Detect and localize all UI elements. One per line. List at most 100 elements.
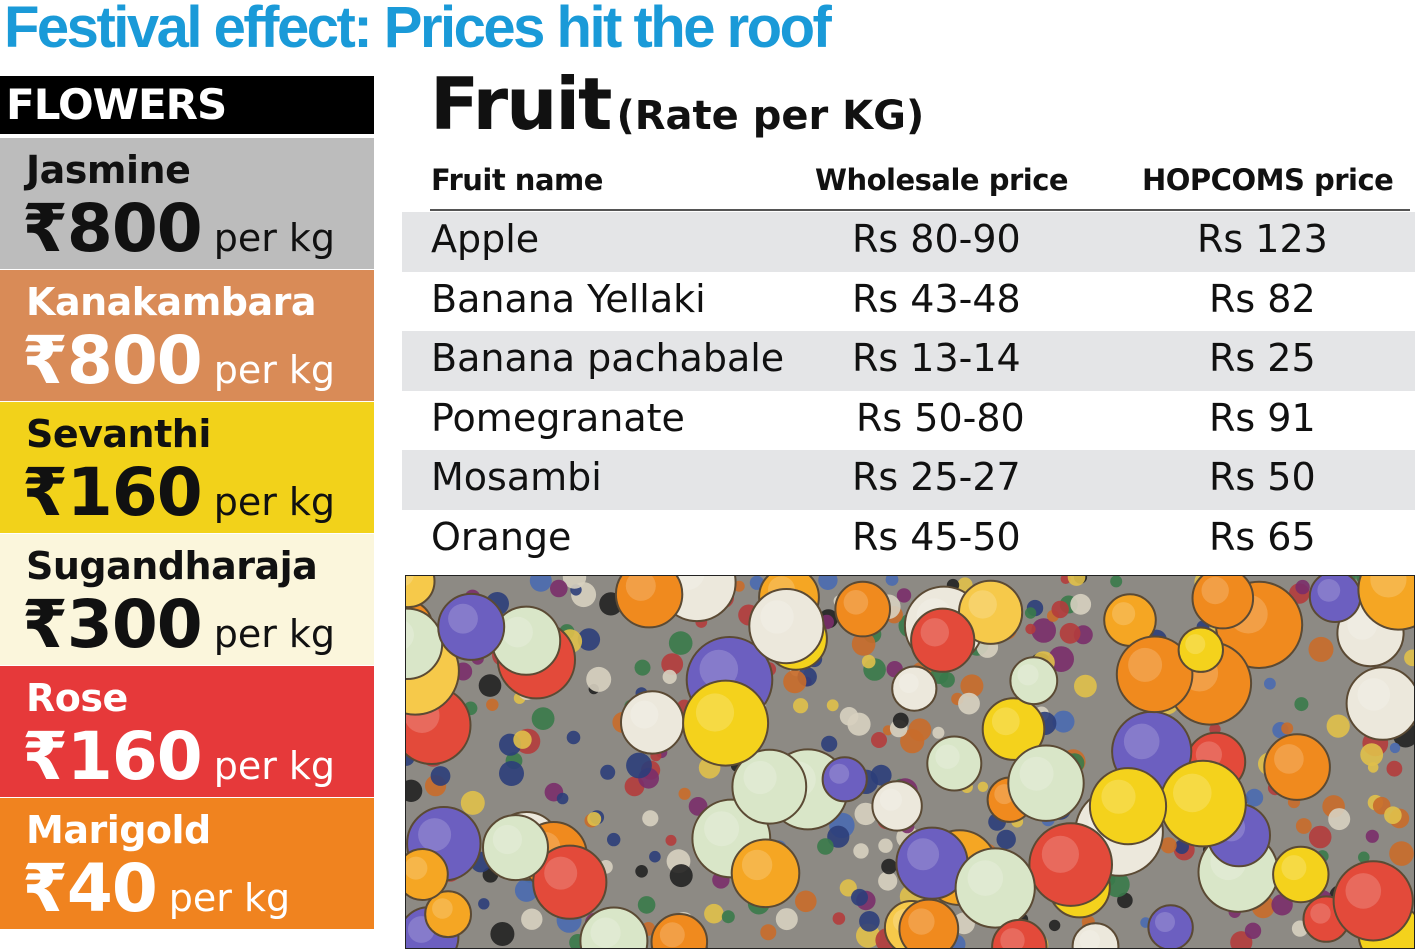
basket-highlight	[1017, 664, 1039, 686]
flower-basket	[1007, 744, 1085, 822]
crowd-figure	[550, 579, 568, 598]
crowd-figure	[932, 726, 945, 739]
crowd-figure	[577, 628, 601, 651]
crowd-figure	[1308, 825, 1332, 849]
flower-market-photo	[405, 575, 1415, 949]
crowd-figure	[586, 666, 612, 692]
flower-basket	[834, 580, 892, 638]
crowd-figure	[847, 712, 871, 736]
crowd-figure	[678, 787, 691, 800]
wholesale-price-cell: Rs 43-48	[852, 276, 1021, 321]
crowd-figure	[1328, 808, 1351, 831]
crowd-figure	[908, 718, 932, 742]
table-row: Pomegranate Rs 50-80 Rs 91	[402, 391, 1415, 451]
crowd-figure	[958, 692, 980, 715]
crowd-figure	[499, 761, 524, 786]
crowd-figure	[896, 588, 912, 603]
crowd-figure	[661, 653, 684, 675]
crowd-figure	[1389, 742, 1401, 754]
flower-basket	[406, 576, 436, 609]
flower-price-unit: per kg	[213, 216, 336, 260]
flower-basket	[954, 847, 1036, 929]
crowd-figure	[406, 779, 423, 802]
hopcoms-price-cell: Rs 25	[1209, 336, 1316, 380]
crowd-figure	[775, 908, 798, 931]
fruit-name-cell: Orange	[431, 514, 572, 559]
basket-highlight	[448, 603, 478, 634]
crowd-figure	[870, 764, 892, 786]
basket-highlight	[908, 908, 935, 935]
flower-basket	[926, 735, 983, 792]
flower-name: Kanakambara	[26, 280, 317, 324]
flower-basket	[682, 679, 770, 767]
flower-basket	[1357, 576, 1414, 631]
flower-price-value: ₹300	[22, 586, 203, 663]
crowd-figure	[1067, 576, 1086, 586]
basket-highlight	[743, 760, 777, 795]
crowd-figure	[642, 810, 659, 827]
crowd-figure	[1308, 636, 1334, 662]
flower-basket	[1009, 656, 1059, 706]
flower-name: Marigold	[26, 808, 211, 852]
wholesale-price-cell: Rs 45-50	[852, 514, 1021, 559]
crowd-figure	[1051, 600, 1069, 619]
basket-highlight	[1101, 779, 1136, 814]
flower-price: ₹800 per kg	[22, 322, 335, 399]
crowd-figure	[878, 838, 893, 853]
fruit-heading: Fruit	[430, 62, 612, 146]
basket-highlight	[1079, 930, 1100, 948]
flower-name: Rose	[26, 676, 128, 720]
wholesale-price-cell: Rs 25-27	[852, 455, 1021, 499]
crowd-figure	[587, 812, 602, 826]
flower-price-unit: per kg	[213, 480, 336, 524]
crowd-figure	[854, 802, 877, 826]
table-row: Banana pachabale Rs 13-14 Rs 25	[402, 331, 1415, 391]
crowd-figure	[1365, 829, 1379, 843]
crowd-figure	[637, 896, 656, 914]
hopcoms-price-cell: Rs 123	[1197, 217, 1328, 261]
crowd-figure	[478, 898, 490, 910]
crowd-figure	[478, 674, 502, 697]
basket-highlight	[630, 700, 659, 729]
crowd-figure	[817, 838, 834, 855]
crowd-figure	[871, 732, 887, 748]
basket-highlight	[590, 917, 621, 948]
flower-basket	[1088, 767, 1168, 846]
flower-basket	[1332, 860, 1414, 942]
flower-card: Kanakambara ₹800 per kg	[0, 270, 374, 401]
crowd-figure	[634, 659, 651, 676]
crowd-figure	[1025, 623, 1036, 635]
basket-highlight	[659, 922, 685, 948]
flower-card: Jasmine ₹800 per kg	[0, 138, 374, 269]
basket-highlight	[1370, 576, 1407, 598]
flower-basket	[1191, 576, 1255, 630]
crowd-figure	[1059, 622, 1081, 644]
flower-basket	[650, 913, 709, 948]
hopcoms-price-cell: Rs 82	[1209, 276, 1316, 321]
flower-basket	[981, 697, 1046, 761]
basket-highlight	[1185, 634, 1206, 655]
crowd-figure	[851, 888, 868, 906]
flower-name: Sugandharaja	[26, 544, 318, 588]
crowd-figure	[531, 707, 555, 730]
flower-basket	[532, 844, 608, 920]
flower-name: Sevanthi	[26, 412, 211, 456]
crowd-figure	[1245, 788, 1264, 807]
flower-basket	[1177, 626, 1224, 673]
crowd-figure	[851, 632, 876, 656]
wholesale-price-cell: Rs 50-80	[856, 395, 1025, 440]
basket-highlight	[406, 576, 414, 586]
flower-basket	[731, 748, 808, 825]
flower-basket	[614, 576, 684, 629]
wholesale-price-cell: Rs 80-90	[852, 217, 1021, 261]
flower-basket	[891, 665, 938, 712]
flower-basket	[871, 780, 923, 832]
basket-highlight	[968, 590, 997, 619]
crowd-figure	[1386, 760, 1403, 777]
basket-highlight	[829, 763, 850, 784]
table-row: Apple Rs 80-90 Rs 123	[402, 212, 1415, 272]
crowd-figure	[1281, 722, 1294, 735]
basket-highlight	[760, 600, 794, 634]
crowd-figure	[721, 910, 735, 924]
basket-highlight	[1173, 773, 1212, 813]
